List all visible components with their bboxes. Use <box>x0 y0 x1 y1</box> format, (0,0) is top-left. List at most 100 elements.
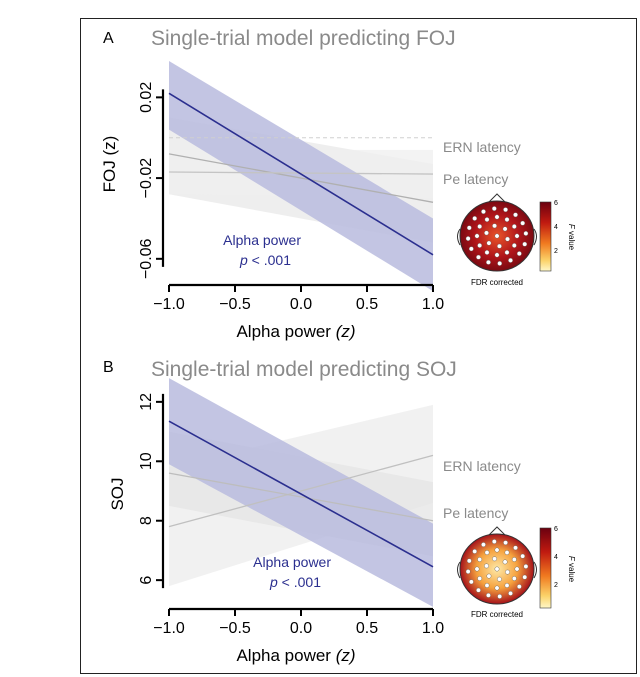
panel-a-electrode <box>511 224 517 229</box>
panel-a-electrode <box>504 217 510 222</box>
panel-b-electrode <box>477 576 483 581</box>
panel-b-xlabel-main: Alpha power <box>236 646 335 665</box>
panel-a-x-tick-label: 0.0 <box>290 296 312 313</box>
panel-b-electrode <box>522 574 528 580</box>
panel-a-bands <box>169 61 433 292</box>
panel-b-electrode <box>511 557 517 562</box>
panel-b-colorbar-label: F value <box>567 556 576 583</box>
panel-b-xlabel: Alpha power (z) <box>236 646 355 665</box>
panel-a-electrode <box>465 236 471 241</box>
panel-a-colorbar-tick-4: 4 <box>554 224 558 231</box>
panel-b-electrode <box>486 573 492 579</box>
panel-a-electrode <box>513 212 518 218</box>
panel-a-electrode <box>494 233 500 239</box>
panel-a-electrode <box>505 236 510 242</box>
panel-b-electrode <box>520 553 526 559</box>
panel-b-electrode <box>504 583 510 588</box>
panel-a-y-tick-label: −0.06 <box>138 238 155 279</box>
panel-b-colorbar-tick-6: 6 <box>554 526 558 533</box>
panel-b-ern-latency-line <box>168 454 434 528</box>
panel-b-p-text: < .001 <box>278 574 321 590</box>
panel-a-y-tick-label: −0.02 <box>138 158 155 199</box>
panel-b-pe-label: Pe latency <box>443 505 508 521</box>
panel-a-axes: −1.0 −0.5 0.0 0.5 1.0 0.02 −0.02 −0.06 <box>138 82 444 313</box>
panel-b-y-tick-label: 10 <box>138 452 155 470</box>
figure-canvas: A Single-trial model predicting FOJ FOJ … <box>100 27 576 665</box>
panel-a-electrode <box>484 230 489 236</box>
panel-a-electrode <box>476 254 481 260</box>
panel-a-alpha-power-band <box>169 61 433 292</box>
panel-b-electrodes <box>465 539 529 599</box>
panel-b-electrode <box>494 585 500 591</box>
panel-a-electrode <box>468 246 474 252</box>
panel-a-electrode <box>472 216 478 221</box>
panel-b-electrode <box>491 539 497 544</box>
panel-b: B Single-trial model predicting SOJ SOJ … <box>103 358 576 665</box>
panel-b-electrode <box>481 542 486 548</box>
panel-a-alpha-power-line <box>168 92 434 256</box>
panel-b-electrode <box>511 576 517 581</box>
panel-a-electrode <box>477 224 483 229</box>
panel-b-electrode <box>503 540 508 546</box>
panel-b-electrode <box>484 583 490 588</box>
panel-a-electrode <box>503 207 508 213</box>
panel-b-electrode <box>486 592 491 598</box>
panel-b-electrode <box>476 587 481 593</box>
panel-b-x-tick-label: −1.0 <box>153 620 185 637</box>
panel-b-y-tick-label: 6 <box>138 576 155 585</box>
panel-a-electrode <box>511 243 517 248</box>
panel-b-electrode <box>508 590 513 596</box>
panel-a-electrode <box>520 220 526 226</box>
panel-b-topomap-inset: FDR corrected 6 4 2 F value <box>457 526 576 619</box>
panel-a-electrode <box>502 226 508 232</box>
panel-a-x-tick-label: −0.5 <box>219 296 251 313</box>
panel-a-pe-latency-line <box>168 171 434 175</box>
figure-frame: A Single-trial model predicting FOJ FOJ … <box>80 18 637 674</box>
panel-b-electrode <box>484 550 490 555</box>
panel-b-electrode <box>477 557 483 562</box>
panel-b-x-tick-label: 0.0 <box>290 620 312 637</box>
panel-b-electrode <box>523 564 529 569</box>
panel-a-electrode <box>514 233 520 239</box>
panel-a-electrode <box>508 257 513 263</box>
panel-a-colorbar-label-value: value <box>567 229 576 251</box>
panel-b-y-tick-label: 8 <box>138 516 155 525</box>
panel-a-x-tick-label: 0.5 <box>356 296 378 313</box>
panel-a-electrode <box>494 214 500 220</box>
panel-b-p-label: p <box>269 574 278 590</box>
panel-b-colorbar-tick-2: 2 <box>554 582 558 589</box>
panel-b-lines <box>168 420 434 568</box>
panel-b-electrode <box>494 547 500 553</box>
panel-a-pe-label: Pe latency <box>443 171 508 187</box>
panel-b-electrode <box>514 566 520 572</box>
panel-a-electrode <box>474 233 480 239</box>
panel-a-colorbar-label-f: F <box>567 224 576 230</box>
panel-b-electrode <box>465 569 471 574</box>
panel-a-xlabel-main: Alpha power <box>236 322 335 341</box>
panel-b-colorbar <box>539 527 552 609</box>
panel-b-colorbar-label-f: F <box>567 556 576 562</box>
panel-b-electrode <box>468 579 474 585</box>
panel-b-axes: −1.0 −0.5 0.0 0.5 1.0 12 10 8 6 <box>138 393 444 637</box>
panel-b-ylabel: SOJ <box>108 477 127 510</box>
panel-b-alpha-power-line <box>168 420 434 568</box>
panel-a-electrode <box>516 251 522 256</box>
panel-a-electrode <box>522 241 528 247</box>
panel-a-inset-caption: FDR corrected <box>471 278 523 287</box>
panel-b-colorbar-label-value: value <box>567 561 576 583</box>
panel-a-y-tick-label: 0.02 <box>138 82 155 113</box>
panel-b-electrode <box>484 563 489 569</box>
panel-a-xlabel-italic: (z) <box>336 322 356 341</box>
panel-a-electrode <box>497 261 503 266</box>
panel-b-xlabel-italic: (z) <box>336 646 356 665</box>
panel-b-x-tick-label: 0.5 <box>356 620 378 637</box>
panel-b-electrode <box>472 549 478 554</box>
panel-b-electrode <box>502 559 508 565</box>
panel-b-pe-latency-line <box>168 472 434 522</box>
panel-a-electrode <box>477 243 483 248</box>
panel-a: A Single-trial model predicting FOJ FOJ … <box>100 27 576 341</box>
panel-a-colorbar-tick-6: 6 <box>554 200 558 207</box>
panel-a-p-text: < .001 <box>248 252 291 268</box>
panel-b-electrode <box>513 545 518 551</box>
panel-a-topomap-nose <box>488 193 506 203</box>
